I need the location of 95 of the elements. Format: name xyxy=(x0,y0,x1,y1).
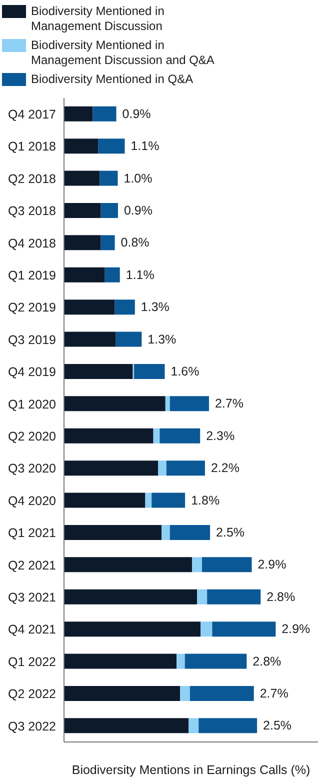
y-tick-label: Q2 2018 xyxy=(8,172,56,186)
bar xyxy=(64,654,177,669)
annotation: 1.1% xyxy=(130,139,160,154)
bar xyxy=(64,235,101,250)
bar xyxy=(170,524,210,540)
bar xyxy=(64,364,133,379)
bar xyxy=(160,428,200,444)
y-tick-label: Q1 2022 xyxy=(8,654,56,669)
y-tick-label: Q3 2018 xyxy=(8,204,56,218)
y-tick-label: Q1 2020 xyxy=(8,397,56,412)
annotation: 2.8% xyxy=(266,590,296,604)
bar xyxy=(64,138,98,154)
y-tick-label: Q4 2019 xyxy=(8,365,56,380)
y-tick-label: Q3 2020 xyxy=(8,462,56,476)
y-tick-label: Q4 2018 xyxy=(8,236,56,250)
annotation: 1.1% xyxy=(126,268,154,282)
bar xyxy=(64,557,192,572)
annotation: 2.5% xyxy=(216,525,245,540)
y-tick-label: Q2 2022 xyxy=(8,687,56,702)
annotation: 2.5% xyxy=(263,718,292,733)
bar xyxy=(64,524,162,540)
bar xyxy=(162,524,170,540)
y-tick-label: Q3 2019 xyxy=(8,332,56,347)
annotation: 0.9% xyxy=(124,203,152,218)
bar xyxy=(104,267,120,282)
annotation: 2.7% xyxy=(214,396,244,411)
bar xyxy=(180,686,190,701)
y-tick-label: Q4 2020 xyxy=(8,494,56,508)
legend-label: Biodiversity Mentioned in Management Discussion and Q&A xyxy=(31,38,216,68)
y-tick-label: Q4 2017 xyxy=(8,108,56,122)
annotation: 2.8% xyxy=(252,654,282,668)
bar xyxy=(64,718,189,734)
annotation: 2.3% xyxy=(206,428,235,443)
annotation: 1.8% xyxy=(191,493,220,508)
y-tick-label: Q1 2019 xyxy=(8,268,56,283)
bar xyxy=(202,557,252,572)
annotation: 1.0% xyxy=(124,171,152,186)
bar xyxy=(184,654,247,669)
bar xyxy=(145,492,152,508)
annotation: 0.9% xyxy=(122,106,151,121)
y-tick-label: Q1 2021 xyxy=(8,526,56,540)
bar xyxy=(192,557,202,572)
legend-label: Biodiversity Mentioned in Q&A xyxy=(31,72,194,87)
y-tick-label: Q4 2021 xyxy=(8,622,56,637)
y-tick-label: Q2 2021 xyxy=(8,558,56,572)
text: 2.9% xyxy=(282,622,310,636)
bar xyxy=(212,622,276,637)
bar xyxy=(64,428,154,444)
annotation: 1.3% xyxy=(148,332,176,346)
bar xyxy=(200,622,212,637)
bar xyxy=(188,718,199,734)
x-axis-title: Biodiversity Mentions in Earnings Calls (%) xyxy=(72,763,310,777)
y-tick-label: Q2 2019 xyxy=(8,300,56,315)
legend-label: Biodiversity Mentioned in Management Discussion xyxy=(31,4,166,34)
y-tick-label: Q3 2022 xyxy=(8,719,56,734)
bar xyxy=(64,202,101,218)
bar xyxy=(170,396,209,412)
bar xyxy=(100,170,118,186)
bar xyxy=(176,654,185,669)
bar xyxy=(64,170,100,186)
bar xyxy=(64,300,115,315)
bar xyxy=(153,428,160,444)
bar xyxy=(207,589,261,604)
bar xyxy=(64,332,116,347)
bar xyxy=(64,492,146,508)
annotation: 2.7% xyxy=(260,686,288,700)
y-tick-label: Q1 2018 xyxy=(8,140,56,154)
bar xyxy=(64,686,180,701)
annotation: 1.6% xyxy=(170,364,200,378)
bar xyxy=(64,589,198,604)
bar xyxy=(114,300,135,315)
bar xyxy=(64,460,158,476)
bar xyxy=(190,686,254,701)
bar xyxy=(64,267,105,282)
bar xyxy=(100,202,118,218)
bar xyxy=(64,106,93,122)
y-tick-label: Q3 2021 xyxy=(8,590,56,605)
annotation: 0.8% xyxy=(120,236,150,250)
bar xyxy=(158,460,166,476)
bar xyxy=(92,106,116,122)
bar xyxy=(197,589,208,604)
bar xyxy=(198,718,258,734)
bar xyxy=(98,138,125,154)
annotation: 2.9% xyxy=(258,558,286,572)
bar xyxy=(166,460,205,476)
bar xyxy=(64,622,201,637)
y-tick-label: Q2 2020 xyxy=(8,430,56,444)
annotation: 1.3% xyxy=(140,300,170,314)
annotation: 2.2% xyxy=(210,461,240,476)
bar xyxy=(100,235,115,250)
bar xyxy=(152,492,186,508)
bar xyxy=(165,396,170,412)
bar xyxy=(134,364,165,379)
bar xyxy=(64,396,166,412)
bar xyxy=(116,332,142,347)
